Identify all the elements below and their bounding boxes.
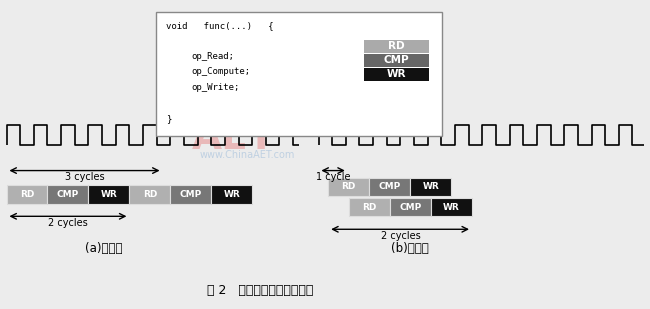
Text: RD: RD [388,41,405,51]
FancyBboxPatch shape [129,185,170,204]
FancyBboxPatch shape [390,198,431,216]
Text: CMP: CMP [378,182,401,192]
Text: CMP: CMP [384,55,410,65]
Text: op_Write;: op_Write; [192,83,240,92]
Text: WR: WR [443,202,460,212]
Text: CMP: CMP [57,190,79,199]
Text: RD: RD [362,202,377,212]
FancyBboxPatch shape [364,54,429,67]
Text: 2 cycles: 2 cycles [380,231,421,241]
FancyBboxPatch shape [431,198,472,216]
Text: op_Read;: op_Read; [192,52,235,61]
FancyBboxPatch shape [170,185,211,204]
Text: CMP: CMP [179,190,202,199]
Text: (a)优化前: (a)优化前 [85,242,123,255]
Text: 图 2   函数流水线优化示意图: 图 2 函数流水线优化示意图 [207,284,313,297]
Text: WR: WR [101,190,117,199]
Text: 3 cycles: 3 cycles [65,172,104,182]
FancyBboxPatch shape [6,185,47,204]
Text: AET: AET [192,119,276,156]
Text: RD: RD [341,182,356,192]
Text: 2 cycles: 2 cycles [47,218,88,228]
Text: CMP: CMP [399,202,422,212]
Text: WR: WR [387,70,406,79]
Text: void   func(...)   {: void func(...) { [166,21,273,30]
FancyBboxPatch shape [47,185,88,204]
FancyBboxPatch shape [364,68,429,81]
Text: RD: RD [20,190,34,199]
Text: op_Compute;: op_Compute; [192,67,251,76]
Text: WR: WR [422,182,439,192]
FancyBboxPatch shape [364,40,429,53]
FancyBboxPatch shape [328,178,369,196]
FancyBboxPatch shape [410,178,451,196]
Text: WR: WR [224,190,240,199]
FancyBboxPatch shape [88,185,129,204]
FancyBboxPatch shape [211,185,252,204]
FancyBboxPatch shape [349,198,390,216]
FancyBboxPatch shape [156,12,442,136]
Text: www.ChinaAET.com: www.ChinaAET.com [200,150,294,159]
Text: RD: RD [142,190,157,199]
Text: (b)优化后: (b)优化后 [391,242,428,255]
FancyBboxPatch shape [369,178,410,196]
Text: 1 cycle: 1 cycle [315,172,350,182]
Text: }: } [166,114,171,123]
